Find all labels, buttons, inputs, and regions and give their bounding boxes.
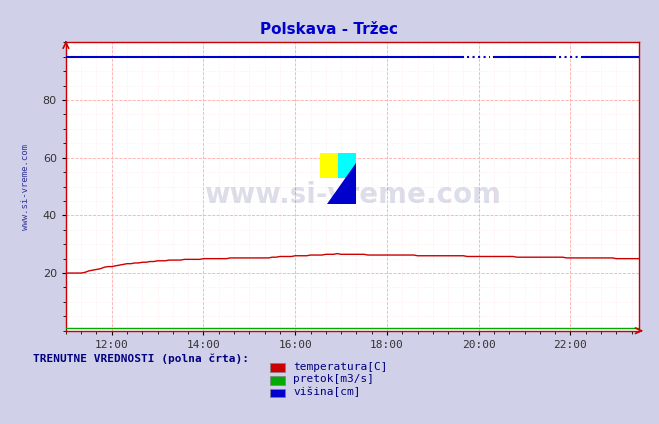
Text: TRENUTNE VREDNOSTI (polna črta):: TRENUTNE VREDNOSTI (polna črta): — [33, 353, 249, 363]
Polygon shape — [327, 163, 356, 204]
Text: temperatura[C]: temperatura[C] — [293, 362, 387, 372]
Text: Polskava - Tržec: Polskava - Tržec — [260, 22, 399, 37]
Text: višina[cm]: višina[cm] — [293, 387, 360, 397]
Text: www.si-vreme.com: www.si-vreme.com — [204, 181, 501, 209]
Text: pretok[m3/s]: pretok[m3/s] — [293, 374, 374, 385]
Bar — [338, 153, 356, 178]
Text: www.si-vreme.com: www.si-vreme.com — [21, 144, 30, 229]
Bar — [320, 153, 338, 178]
